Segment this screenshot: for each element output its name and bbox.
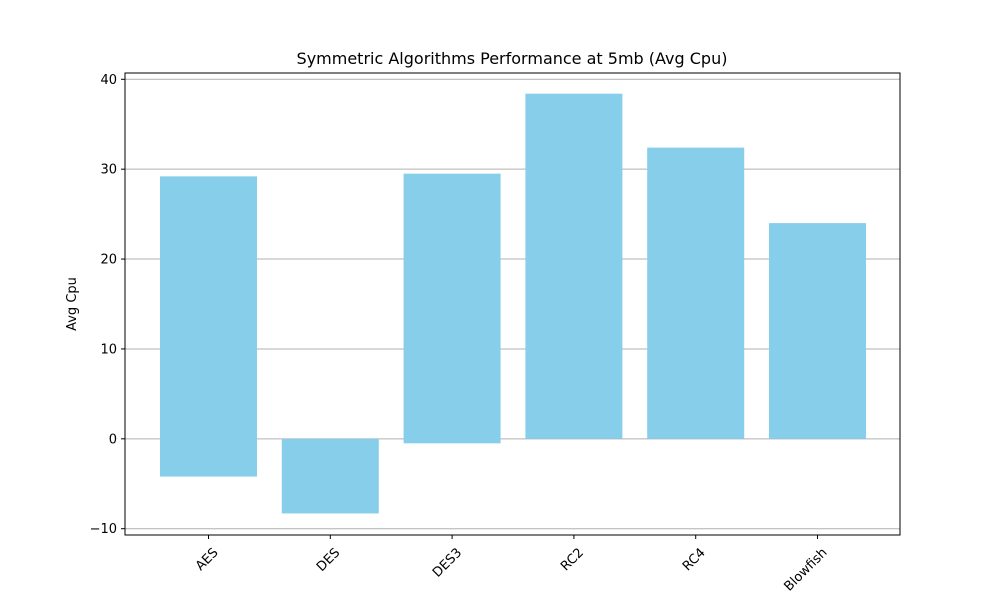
bar-rc4 bbox=[647, 147, 745, 439]
x-tick-label: DES3 bbox=[430, 545, 465, 580]
x-tick-label: RC2 bbox=[558, 545, 587, 574]
bar-rc2 bbox=[525, 93, 623, 439]
y-tick-label: 20 bbox=[100, 253, 117, 268]
y-tick-label: −10 bbox=[90, 522, 117, 537]
x-axis-ticks: AES DES DES3 RC2 RC4 Blowfish bbox=[193, 535, 831, 594]
plot-frame bbox=[124, 72, 901, 536]
y-tick-label: 40 bbox=[100, 73, 117, 88]
chart-title: Symmetric Algorithms Performance at 5mb … bbox=[297, 49, 728, 68]
y-axis-ticks: −10 0 10 20 30 40 bbox=[90, 73, 125, 537]
y-tick-label: 10 bbox=[100, 342, 117, 357]
y-tick-label: 0 bbox=[109, 432, 117, 447]
x-tick-label: DES bbox=[314, 545, 343, 574]
y-tick-label: 30 bbox=[100, 163, 117, 178]
bar-des3 bbox=[403, 173, 501, 444]
bar-aes bbox=[160, 176, 257, 477]
x-tick-label: RC4 bbox=[680, 545, 709, 574]
bar-des bbox=[281, 438, 379, 514]
bar-blowfish bbox=[769, 223, 866, 439]
x-tick-label: AES bbox=[193, 545, 222, 574]
y-axis-label: Avg Cpu bbox=[65, 277, 80, 331]
bars bbox=[160, 93, 866, 514]
x-tick-label: Blowfish bbox=[782, 545, 831, 594]
